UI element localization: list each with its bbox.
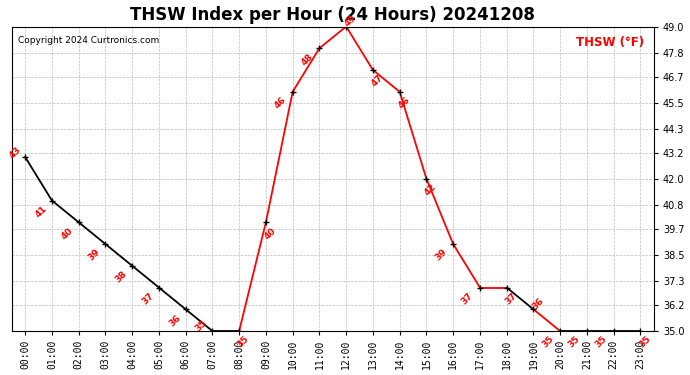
Text: 35: 35 [236,334,251,350]
Text: 35: 35 [540,334,555,350]
Text: 47: 47 [369,74,385,89]
Text: 36: 36 [167,313,182,328]
Text: 36: 36 [530,296,545,311]
Text: 41: 41 [33,204,48,219]
Text: 37: 37 [140,291,155,306]
Text: 48: 48 [299,52,315,67]
Text: Copyright 2024 Curtronics.com: Copyright 2024 Curtronics.com [18,36,159,45]
Text: 43: 43 [8,145,23,160]
Text: THSW (°F): THSW (°F) [576,36,644,49]
Text: 35: 35 [637,334,652,350]
Text: 42: 42 [423,182,438,198]
Text: 35: 35 [593,334,609,350]
Text: 35: 35 [194,318,209,333]
Text: 37: 37 [503,291,518,306]
Text: 37: 37 [460,291,475,306]
Text: 35: 35 [566,334,582,350]
Text: 40: 40 [262,226,277,241]
Text: 40: 40 [60,226,75,241]
Text: 46: 46 [273,95,288,111]
Text: 39: 39 [87,248,102,263]
Title: THSW Index per Hour (24 Hours) 20241208: THSW Index per Hour (24 Hours) 20241208 [130,6,535,24]
Text: 38: 38 [113,269,128,285]
Text: 49: 49 [343,13,358,28]
Text: 39: 39 [433,248,448,263]
Text: 46: 46 [396,95,411,111]
